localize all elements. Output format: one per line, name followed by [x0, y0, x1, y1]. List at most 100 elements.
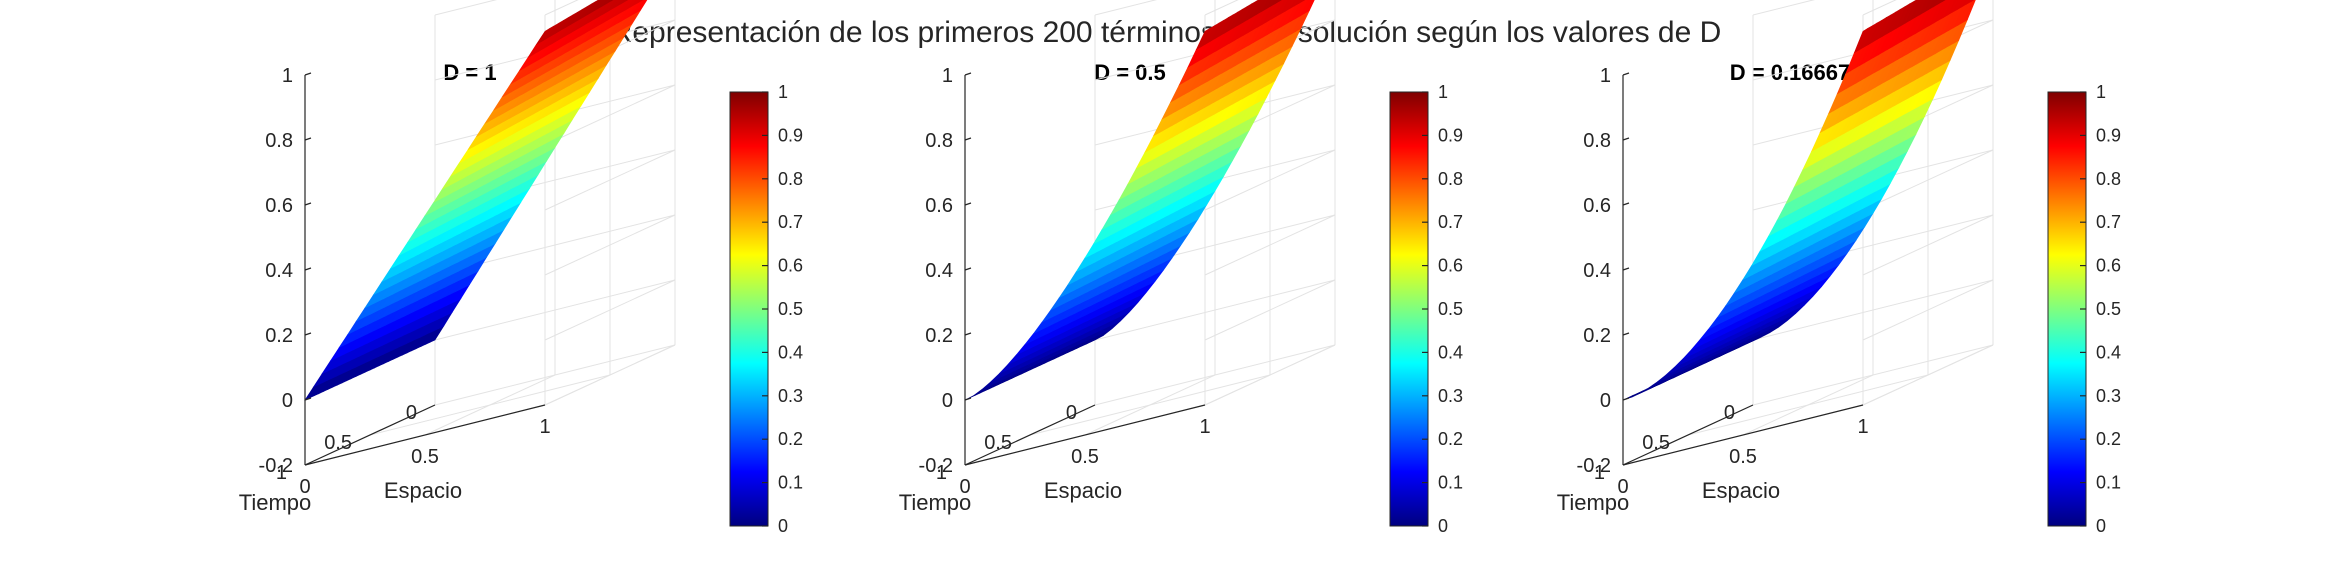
surface-patch [639, 0, 644, 2]
surface [964, 0, 1315, 401]
z-tick-label: 1 [1600, 65, 1611, 87]
z-tick [1622, 72, 1630, 76]
y-tick-label: 1 [276, 462, 287, 484]
colorbar-tick-label: 0.6 [1438, 256, 1463, 276]
x-tick-label: 1 [1857, 416, 1868, 438]
z-tick-label: 0.2 [925, 325, 953, 347]
surface-patch [1938, 0, 1951, 21]
colorbar-tick-label: 0.3 [1438, 386, 1463, 406]
colorbar-tick-label: 0.1 [2096, 473, 2121, 493]
colorbar-tick-label: 0.6 [778, 256, 803, 276]
y-axis-label: Tiempo [899, 490, 972, 515]
y-tick-label: 0 [1066, 402, 1077, 424]
surface-patch [1914, 0, 1926, 19]
surface-patch [1299, 0, 1312, 17]
surface [1622, 0, 1976, 401]
colorbar-tick-label: 0.2 [1438, 429, 1463, 449]
surface-patch [635, 0, 648, 13]
surface-patch [1952, 0, 1962, 13]
z-tick [1622, 202, 1630, 206]
surface-patch [621, 0, 633, 13]
x-axis [1622, 404, 1864, 466]
colorbar-tick-label: 0.8 [778, 169, 803, 189]
colorbar-tick-label: 0.5 [1438, 299, 1463, 319]
colorbar-tick-label: 0.3 [2096, 386, 2121, 406]
x-tick-label: 1 [539, 416, 550, 438]
y-tick-label: 1 [1594, 462, 1605, 484]
y-tick-label: 0.5 [984, 432, 1012, 454]
z-tick [304, 267, 312, 271]
x-tick-label: 0 [1617, 476, 1628, 498]
x-axis-label: Espacio [1044, 478, 1122, 503]
z-tick [1622, 462, 1630, 466]
panel-2: D = 0.5-0.200.20.40.60.8100.5100.51Espac… [899, 0, 1463, 536]
y-axis-label: Tiempo [239, 490, 312, 515]
colorbar-tick-label: 0.3 [778, 386, 803, 406]
y-tick-label: 0.5 [1642, 432, 1670, 454]
y-axis [964, 404, 1096, 466]
surface-patch [1909, 0, 1923, 21]
colorbar-tick-label: 0.7 [1438, 212, 1463, 232]
colorbar-tick-label: 0 [778, 516, 788, 536]
x-tick-label: 1 [1199, 416, 1210, 438]
panel-title: D = 1 [443, 60, 496, 85]
surface-patch [1961, 0, 1969, 8]
panel-title: D = 0.16667 [1730, 60, 1850, 85]
z-tick [964, 137, 972, 141]
colorbar-tick-label: 0.9 [1438, 125, 1463, 145]
figure-title: Representación de los primeros 200 térmi… [611, 16, 1722, 49]
z-tick [304, 137, 312, 141]
colorbar-tick-label: 0.7 [778, 212, 803, 232]
panel-1: D = 1-0.200.20.40.60.8100.5100.51Espacio… [239, 0, 803, 536]
surface-patch [611, 0, 621, 10]
colorbar-tick-label: 0.4 [2096, 342, 2121, 362]
y-tick-label: 0 [406, 402, 417, 424]
colorbar-tick-label: 1 [1438, 82, 1448, 102]
z-tick-label: 0.6 [1583, 195, 1611, 217]
z-tick [304, 462, 312, 466]
surface-patch [1270, 0, 1278, 7]
z-tick-label: -0.2 [259, 455, 293, 477]
z-tick-label: 0.8 [1583, 130, 1611, 152]
surface-patch [1265, 0, 1274, 10]
surface-patch [1932, 0, 1940, 8]
grid-line [1687, 374, 1929, 436]
x-tick-label: 0 [299, 476, 310, 498]
colorbar-tick-label: 1 [778, 82, 788, 102]
z-tick-label: -0.2 [1577, 455, 1611, 477]
surface-patch [591, 0, 604, 13]
x-axis-label: Espacio [1702, 478, 1780, 503]
colorbar-tick-label: 0 [1438, 516, 1448, 536]
y-tick-label: 0 [1724, 402, 1735, 424]
y-axis [1622, 404, 1754, 466]
z-tick [964, 397, 972, 401]
surface-patch [596, 0, 606, 10]
colorbar [1389, 91, 1429, 527]
z-tick-label: 0.8 [925, 130, 953, 152]
colorbar-tick-label: 0.1 [778, 473, 803, 493]
z-tick [304, 332, 312, 336]
panel-3: D = 0.16667-0.200.20.40.60.8100.5100.51E… [1557, 0, 2121, 536]
surface-patch [1251, 0, 1264, 18]
grid-line [369, 374, 611, 436]
surface-patch [1284, 0, 1295, 12]
y-axis-label: Tiempo [1557, 490, 1630, 515]
z-tick-label: 0.8 [265, 130, 293, 152]
colorbar [729, 91, 769, 527]
surface-patch [1289, 0, 1298, 10]
z-tick [964, 202, 972, 206]
surface-patch [1275, 0, 1288, 18]
colorbar-tick-label: 0.7 [2096, 212, 2121, 232]
x-axis [964, 404, 1206, 466]
surface-patch [625, 0, 629, 2]
z-tick-label: 0 [942, 390, 953, 412]
surface-patch [1260, 0, 1271, 13]
colorbar-tick-label: 0.9 [2096, 125, 2121, 145]
colorbar-tick-label: 0.4 [1438, 342, 1463, 362]
colorbar-tick-label: 0.9 [778, 125, 803, 145]
z-tick [964, 332, 972, 336]
colorbar-tick-label: 0.5 [778, 299, 803, 319]
y-axis [304, 404, 436, 466]
